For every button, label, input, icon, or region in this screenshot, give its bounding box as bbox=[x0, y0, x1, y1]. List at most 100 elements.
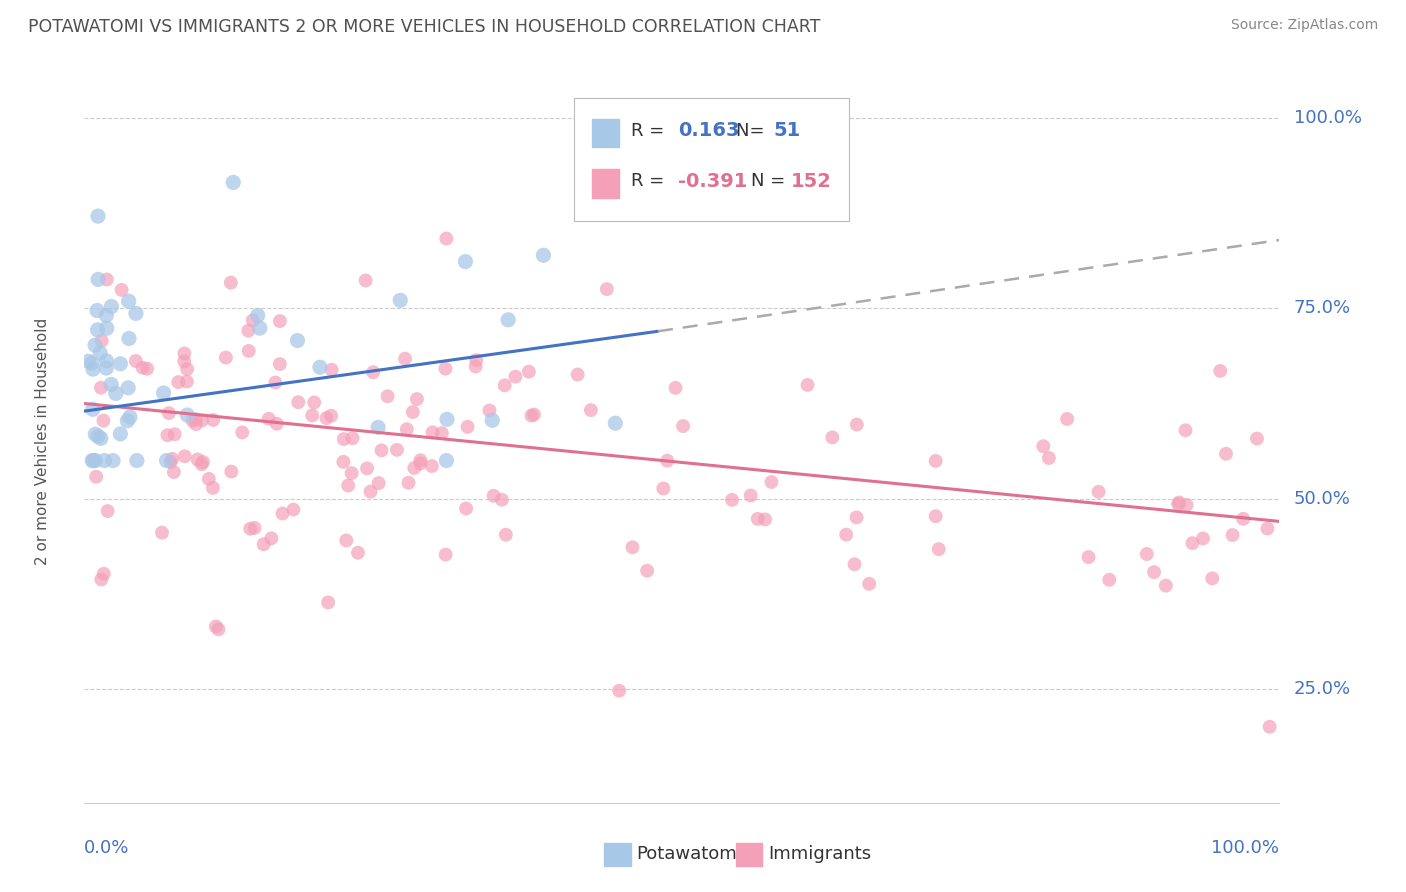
Point bbox=[1077, 550, 1099, 565]
Point bbox=[1168, 495, 1191, 509]
Point bbox=[173, 449, 195, 463]
Point bbox=[354, 273, 377, 287]
Point bbox=[422, 425, 444, 440]
Point bbox=[454, 254, 477, 268]
Point bbox=[125, 453, 148, 467]
Point bbox=[385, 442, 408, 457]
Point bbox=[1136, 547, 1159, 561]
Point bbox=[395, 422, 418, 436]
Text: 51: 51 bbox=[773, 121, 801, 140]
Point bbox=[163, 465, 186, 479]
Point bbox=[924, 454, 946, 468]
Point bbox=[131, 360, 153, 375]
Point bbox=[157, 406, 180, 420]
Point bbox=[845, 417, 868, 432]
Point bbox=[1174, 423, 1197, 437]
Point bbox=[162, 451, 184, 466]
Point bbox=[125, 354, 148, 368]
Point bbox=[494, 378, 516, 392]
Point bbox=[747, 512, 769, 526]
Point bbox=[238, 324, 260, 338]
Point bbox=[1175, 498, 1198, 512]
Point bbox=[117, 381, 139, 395]
Point bbox=[664, 381, 686, 395]
Point bbox=[495, 527, 517, 541]
Point bbox=[420, 458, 443, 473]
Point bbox=[389, 293, 412, 308]
Point bbox=[332, 455, 354, 469]
Point bbox=[242, 313, 264, 327]
Point bbox=[496, 313, 519, 327]
Point bbox=[96, 309, 118, 323]
Point bbox=[491, 492, 513, 507]
Point bbox=[337, 478, 360, 492]
Point bbox=[1098, 573, 1121, 587]
Point bbox=[205, 619, 228, 633]
Point bbox=[315, 411, 337, 425]
Point bbox=[1232, 512, 1254, 526]
Point bbox=[367, 420, 389, 434]
Point bbox=[100, 377, 122, 392]
Point bbox=[1258, 720, 1281, 734]
Point bbox=[430, 426, 453, 441]
Point bbox=[434, 361, 457, 376]
Point bbox=[844, 558, 866, 572]
Point bbox=[173, 346, 195, 360]
Point bbox=[928, 542, 950, 557]
Point bbox=[464, 359, 486, 374]
Point bbox=[118, 409, 141, 424]
Point bbox=[110, 426, 132, 441]
Text: 0.0%: 0.0% bbox=[84, 838, 129, 857]
Point bbox=[761, 475, 783, 489]
Point bbox=[1087, 484, 1109, 499]
Point bbox=[93, 453, 115, 467]
Point bbox=[347, 546, 370, 560]
Point bbox=[82, 362, 104, 376]
Point bbox=[90, 431, 112, 445]
Point bbox=[301, 409, 323, 423]
Point bbox=[361, 365, 384, 379]
Bar bbox=[592, 119, 619, 147]
Point bbox=[481, 413, 503, 427]
Point bbox=[84, 427, 107, 442]
Point bbox=[184, 412, 207, 426]
Point bbox=[222, 176, 245, 190]
Bar bbox=[735, 843, 762, 865]
Point bbox=[398, 475, 420, 490]
Text: 2 or more Vehicles in Household: 2 or more Vehicles in Household bbox=[35, 318, 51, 566]
Point bbox=[231, 425, 253, 440]
Point bbox=[796, 378, 818, 392]
Point bbox=[657, 453, 679, 467]
Point bbox=[319, 409, 342, 423]
Point bbox=[740, 488, 762, 502]
Point bbox=[100, 300, 122, 314]
Point bbox=[159, 455, 181, 469]
Text: POTAWATOMI VS IMMIGRANTS 2 OR MORE VEHICLES IN HOUSEHOLD CORRELATION CHART: POTAWATOMI VS IMMIGRANTS 2 OR MORE VEHIC… bbox=[28, 18, 821, 36]
Point bbox=[342, 431, 364, 445]
Point bbox=[253, 537, 276, 551]
Point bbox=[181, 413, 204, 427]
Point bbox=[101, 453, 124, 467]
Point bbox=[191, 413, 214, 427]
Text: 25.0%: 25.0% bbox=[1294, 680, 1351, 698]
Point bbox=[370, 443, 392, 458]
Point bbox=[125, 306, 148, 320]
Point bbox=[271, 507, 294, 521]
Point bbox=[505, 369, 527, 384]
Point bbox=[1256, 521, 1278, 535]
Point bbox=[96, 272, 118, 286]
Point bbox=[409, 457, 432, 471]
Point bbox=[104, 386, 127, 401]
Point bbox=[754, 512, 776, 526]
Point bbox=[1246, 432, 1268, 446]
Point bbox=[86, 323, 108, 337]
Text: R =: R = bbox=[630, 122, 669, 140]
Point bbox=[163, 427, 186, 442]
Point bbox=[335, 533, 357, 548]
Point bbox=[835, 527, 858, 541]
Point bbox=[1167, 497, 1189, 511]
Point bbox=[434, 231, 457, 245]
Point bbox=[82, 453, 104, 467]
Point bbox=[201, 481, 224, 495]
Point bbox=[173, 354, 195, 368]
